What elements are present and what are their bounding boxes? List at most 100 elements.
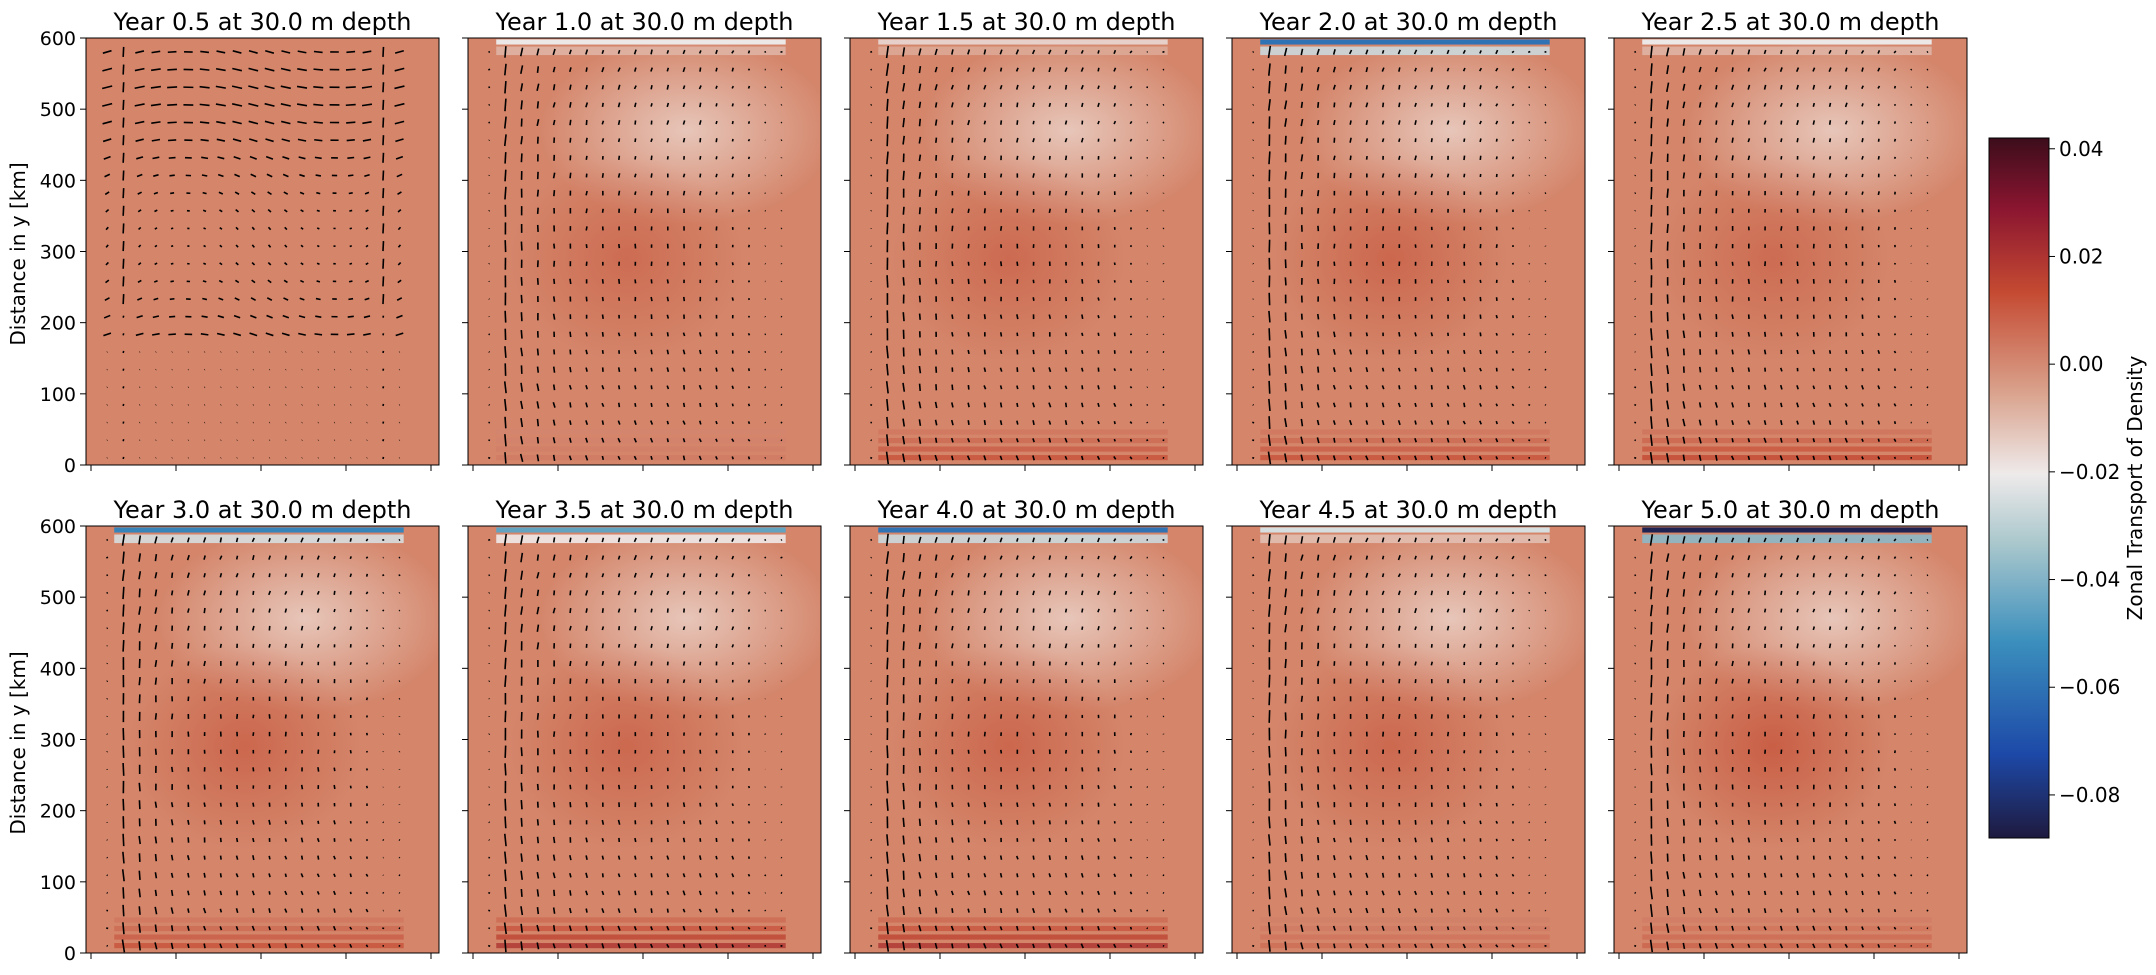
quiver-arrow (1861, 438, 1864, 442)
quiver-arrow (536, 783, 539, 791)
quiver-arrow (1495, 926, 1499, 931)
quiver-arrow (601, 455, 605, 460)
quiver-arrow (168, 139, 177, 142)
quiver-arrow (918, 136, 922, 144)
quiver-arrow (103, 314, 111, 319)
quiver-arrow (1544, 927, 1547, 930)
quiver-arrow (251, 279, 256, 284)
quiver-arrow (1682, 853, 1685, 862)
quiver-arrow (300, 908, 304, 913)
panel: Year 4.5 at 30.0 m depth (1226, 496, 1586, 959)
quiver-arrow (967, 102, 971, 108)
quiver-arrow (951, 908, 954, 914)
quiver-arrow (1495, 644, 1498, 648)
quiver-arrow (1634, 909, 1637, 912)
quiver-arrow (699, 573, 702, 578)
quiver-arrow (1162, 891, 1165, 894)
quiver-arrow (1048, 855, 1051, 860)
quiver-arrow (1316, 660, 1320, 667)
quiver-arrow (650, 103, 653, 107)
quiver-arrow (1634, 821, 1637, 824)
quiver-arrow (1763, 155, 1767, 161)
quiver-arrow (1893, 573, 1897, 577)
quiver-arrow (504, 763, 507, 776)
heatmap-bottom-band (1642, 943, 1932, 949)
quiver-arrow (1015, 84, 1019, 90)
quiver-arrow (1730, 537, 1735, 543)
quiver-arrow (1731, 420, 1735, 426)
quiver-arrow (235, 537, 239, 543)
quiver-arrow (967, 590, 970, 596)
quiver-arrow (219, 855, 222, 860)
quiver-arrow (650, 296, 653, 302)
quiver-arrow (122, 223, 125, 234)
quiver-arrow (553, 713, 556, 719)
quiver-arrow (1844, 555, 1848, 560)
quiver-arrow (1430, 908, 1433, 913)
quiver-arrow (950, 84, 954, 90)
quiver-arrow (731, 944, 735, 948)
quiver-arrow (886, 116, 889, 129)
quiver-arrow (333, 590, 336, 595)
quiver-arrow (1893, 85, 1897, 89)
quiver-arrow (780, 139, 783, 142)
quiver-arrow (1064, 367, 1068, 372)
quiver-arrow (1698, 384, 1702, 390)
heatmap-bottom-band (496, 917, 786, 923)
quiver-arrow (552, 48, 556, 56)
quiver-arrow (536, 536, 540, 544)
quiver-arrow (886, 587, 889, 599)
quiver-arrow (1682, 225, 1686, 232)
heatmap-top-band (496, 39, 786, 45)
quiver-arrow (1162, 174, 1165, 177)
quiver-arrow (1747, 367, 1751, 372)
quiver-arrow (666, 385, 670, 390)
quiver-arrow (347, 156, 355, 159)
quiver-arrow (170, 766, 174, 773)
quiver-arrow (1511, 85, 1515, 89)
y-tick-label: 600 (40, 516, 76, 538)
quiver-arrow (536, 401, 540, 409)
quiver-arrow (999, 437, 1003, 443)
quiver-arrow (1796, 279, 1799, 284)
quiver-arrow (1634, 386, 1637, 389)
quiver-arrow (203, 802, 206, 807)
quiver-arrow (219, 537, 223, 543)
quiver-arrow (365, 715, 369, 718)
quiver-arrow (122, 604, 125, 617)
quiver-arrow (349, 591, 352, 595)
quiver-arrow (1462, 49, 1466, 55)
quiver-arrow (154, 836, 158, 844)
quiver-arrow (1763, 349, 1767, 355)
quiver-arrow (1763, 49, 1767, 55)
quiver-arrow (503, 116, 507, 129)
quiver-arrow (1528, 403, 1531, 407)
quiver-arrow (1747, 926, 1751, 931)
quiver-arrow (1462, 420, 1466, 425)
quiver-arrow (1300, 171, 1304, 180)
quiver-arrow (934, 572, 938, 579)
quiver-arrow (983, 84, 987, 90)
quiver-arrow (199, 121, 210, 124)
quiver-arrow (1097, 102, 1100, 108)
quiver-arrow (715, 697, 718, 701)
quiver-arrow (488, 609, 491, 612)
quiver-arrow (151, 50, 161, 54)
quiver-arrow (1414, 626, 1417, 631)
quiver-arrow (731, 555, 735, 560)
quiver-arrow (585, 367, 588, 372)
quiver-arrow (935, 643, 938, 649)
quiver-arrow (1064, 102, 1068, 107)
quiver-arrow (536, 83, 540, 91)
quiver-arrow (1113, 120, 1117, 125)
quiver-arrow (682, 679, 686, 684)
quiver-arrow (918, 401, 922, 409)
quiver-arrow (298, 315, 306, 319)
quiver-arrow (536, 907, 540, 915)
quiver-arrow (1129, 138, 1133, 142)
quiver-arrow (398, 644, 401, 647)
quiver-arrow (1129, 591, 1133, 595)
colorbar-gradient (1988, 137, 2050, 839)
quiver-arrow (504, 657, 507, 670)
quiver-arrow (1080, 84, 1084, 90)
